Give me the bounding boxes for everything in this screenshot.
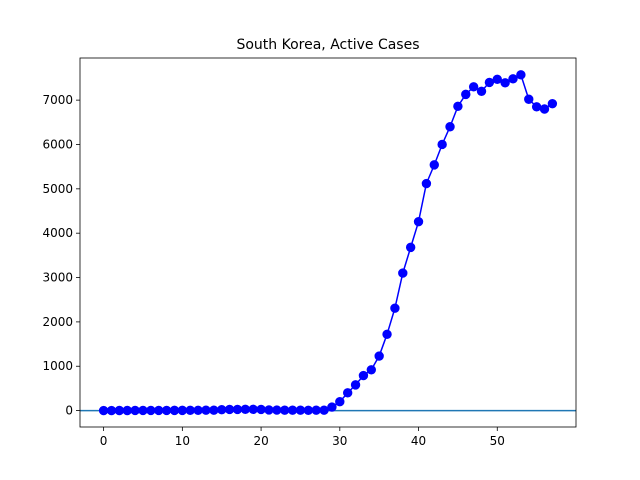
data-point xyxy=(106,405,117,416)
data-point xyxy=(98,405,109,416)
data-point xyxy=(516,70,526,80)
x-tick-label: 10 xyxy=(175,434,190,448)
data-point xyxy=(185,405,195,416)
data-point xyxy=(224,404,235,415)
data-point xyxy=(169,405,180,416)
data-point xyxy=(209,405,219,415)
data-point xyxy=(374,351,384,361)
data-point xyxy=(130,405,140,416)
data-point xyxy=(366,365,377,375)
data-point xyxy=(256,404,266,415)
data-point xyxy=(122,405,132,416)
data-point xyxy=(484,77,495,88)
y-tick-label: 1000 xyxy=(42,359,73,373)
data-point xyxy=(382,329,392,340)
data-point xyxy=(161,405,172,416)
data-point xyxy=(547,98,558,109)
data-point xyxy=(342,388,353,398)
data-point xyxy=(335,397,345,407)
data-point xyxy=(327,402,337,412)
x-tick-label: 30 xyxy=(332,434,347,448)
x-tick-label: 20 xyxy=(253,434,268,448)
data-point xyxy=(421,178,432,189)
y-tick-label: 0 xyxy=(65,404,73,418)
data-point xyxy=(390,303,400,313)
data-point xyxy=(217,405,227,415)
data-point xyxy=(319,405,329,415)
data-point xyxy=(138,405,148,416)
data-point xyxy=(248,404,258,415)
data-point xyxy=(531,102,542,112)
data-point xyxy=(461,89,471,100)
data-point xyxy=(295,405,306,415)
data-point xyxy=(240,404,251,415)
data-point xyxy=(146,405,156,416)
data-point xyxy=(114,405,125,416)
y-tick-label: 6000 xyxy=(42,137,73,151)
x-tick-label: 50 xyxy=(490,434,505,448)
data-point xyxy=(154,405,164,416)
x-tick-label: 40 xyxy=(411,434,426,448)
data-point xyxy=(350,380,361,390)
y-tick-label: 7000 xyxy=(42,93,73,107)
data-point xyxy=(508,74,518,84)
data-point xyxy=(405,242,416,253)
y-tick-label: 3000 xyxy=(42,271,73,285)
data-point xyxy=(201,405,211,415)
data-point xyxy=(193,405,203,415)
data-point xyxy=(468,82,479,92)
data-point xyxy=(232,404,243,415)
data-point xyxy=(358,370,369,381)
y-tick-label: 4000 xyxy=(42,226,73,240)
data-point xyxy=(445,122,455,132)
data-point xyxy=(311,405,321,415)
chart-title: South Korea, Active Cases xyxy=(236,37,419,53)
data-point xyxy=(476,86,487,96)
x-tick-label: 0 xyxy=(100,434,108,448)
data-point xyxy=(279,405,290,415)
data-point xyxy=(264,405,274,415)
data-point xyxy=(287,405,298,415)
data-point xyxy=(437,139,447,150)
data-point xyxy=(177,405,188,416)
data-point xyxy=(524,94,534,104)
axes-frame xyxy=(79,57,577,428)
data-point xyxy=(398,268,408,278)
data-point xyxy=(500,78,510,88)
data-point xyxy=(453,101,463,112)
data-point xyxy=(429,160,439,170)
y-tick-label: 5000 xyxy=(42,182,73,196)
data-point xyxy=(413,216,424,227)
plot-area: 0 10 20 30 40 50 0 1000 2000 3000 4000 5000 6000 7000 xyxy=(42,57,577,448)
data-point xyxy=(272,405,282,415)
data-point xyxy=(539,104,550,114)
y-tick-label: 2000 xyxy=(42,315,73,329)
data-point xyxy=(492,74,502,84)
data-point xyxy=(303,405,314,415)
